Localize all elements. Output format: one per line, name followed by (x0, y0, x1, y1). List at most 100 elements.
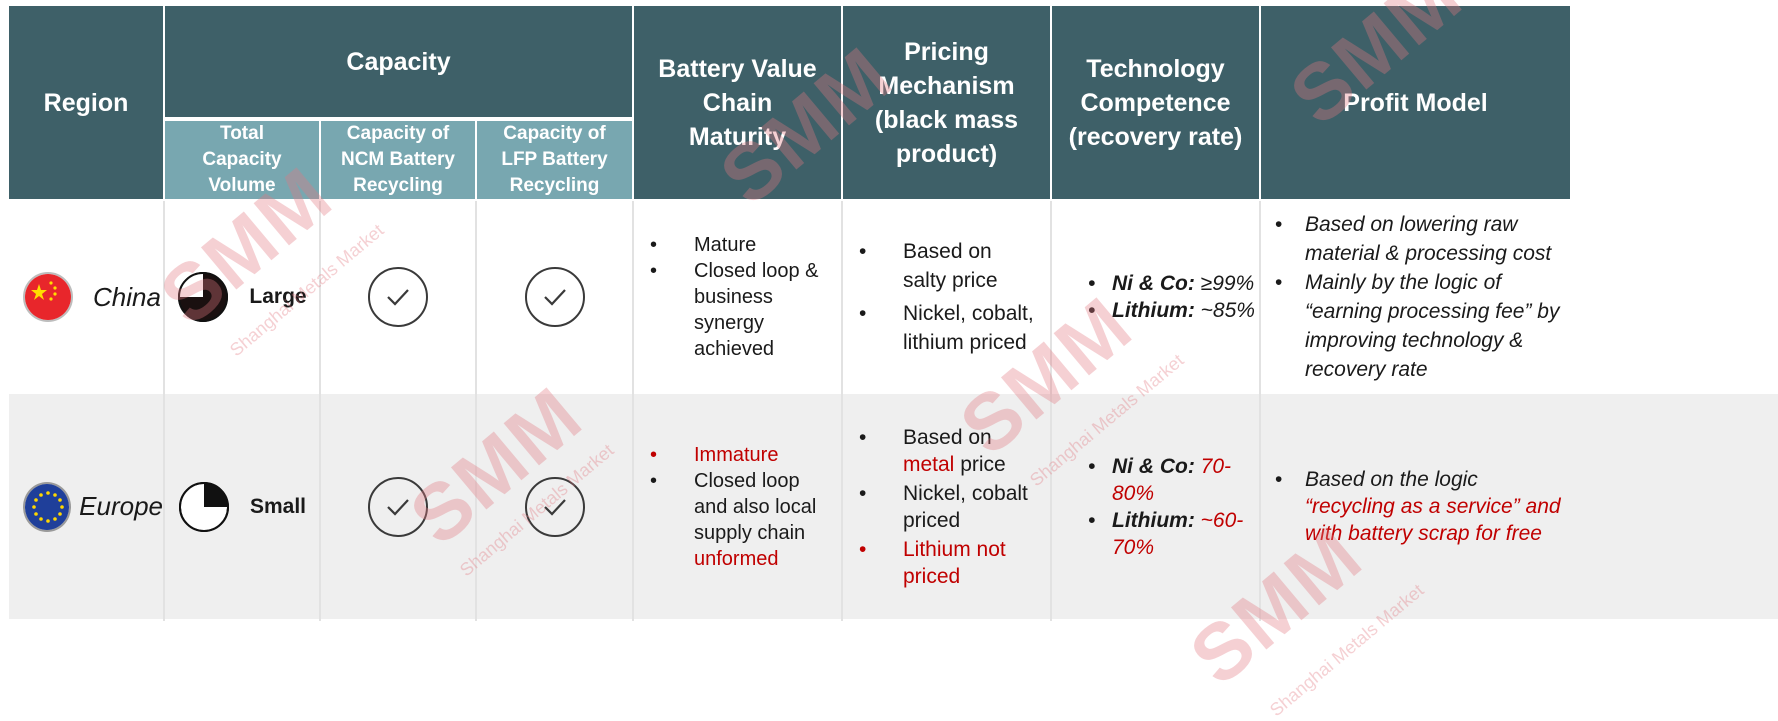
header-region: Region (9, 6, 163, 199)
list-item: • Based on metal price (859, 424, 1042, 478)
subheader-total-capacity-text: Total Capacity Volume (202, 123, 282, 196)
header-value-chain-text: Battery Value Chain Maturity (658, 54, 817, 151)
row-europe (9, 394, 1778, 619)
pricing-text: Lithium not priced (903, 537, 1006, 588)
list-item: • Ni & Co: 70-80% (1088, 453, 1259, 507)
value-chain-text: Closed loop and also local supply chain (694, 469, 817, 544)
list-item: • Closed loop & business synergy achieved (650, 258, 833, 362)
pricing-text: Based on salty price (903, 240, 998, 292)
bullet-icon: • (1088, 299, 1096, 322)
capacity-label-europe: Small (249, 494, 307, 518)
header-profit-text: Profit Model (1343, 88, 1488, 117)
list-item: • Nickel, cobalt priced (859, 480, 1042, 534)
tech-value: ~60-70% (1112, 508, 1244, 559)
bullet-icon: • (859, 481, 867, 505)
bullet-icon: • (1088, 272, 1096, 295)
profit-text: Mainly by the logic of “earning processi… (1305, 271, 1560, 381)
value-chain-text-red: unformed (694, 547, 779, 570)
check-circle-icon (368, 267, 428, 327)
value-chain-europe: • Immature • Closed loop and also local su… (634, 394, 841, 619)
list-item: • Based on salty price (859, 237, 1040, 295)
tech-value: ~85% (1194, 299, 1255, 322)
list-item: • Lithium not priced (859, 536, 1042, 590)
tech-china: • Ni & Co: ≥99% • Lithium: ~85% (1052, 201, 1259, 393)
list-item: • Mature (650, 232, 833, 258)
tech-value: ≥99% (1194, 272, 1255, 295)
ncm-check-china (321, 201, 475, 393)
header-pricing-text: Pricing Mechanism (black mass product) (874, 37, 1019, 168)
bullet-icon: • (859, 302, 867, 325)
subheader-total-capacity: Total Capacity Volume (165, 121, 319, 199)
region-name-china: China (93, 281, 161, 312)
bullet-icon: • (1088, 454, 1096, 478)
profit-china: • Based on lowering raw material & proces… (1261, 201, 1570, 393)
bullet-icon: • (859, 240, 867, 263)
value-chain-text: Closed loop & business synergy achieved (694, 260, 819, 360)
value-chain-china: • Mature • Closed loop & business synergy … (634, 201, 841, 393)
header-technology-text: Technology Competence (recovery rate) (1068, 54, 1243, 151)
header-profit: Profit Model (1261, 6, 1570, 199)
subheader-ncm-text: Capacity of NCM Battery Recycling (340, 123, 456, 196)
list-item: • Based on lowering raw material & proces… (1275, 210, 1560, 268)
list-item: • Closed loop and also local supply chain… (650, 468, 833, 572)
header-capacity-text: Capacity (346, 47, 451, 76)
profit-text-red: “recycling as a service” and with batter… (1305, 495, 1561, 545)
bullet-icon: • (650, 260, 658, 282)
lfp-check-china (477, 201, 632, 393)
comparison-table: Region Capacity Total Capacity Volume Ca… (9, 6, 1778, 698)
region-name-europe: Europe (79, 491, 163, 521)
pricing-text: Based on (903, 425, 992, 449)
profit-text: Based on lowering raw material & process… (1305, 213, 1552, 265)
pricing-text-red: metal (903, 452, 955, 476)
capacity-pie-small-icon (178, 481, 229, 532)
region-cell-europe: Europe (9, 394, 163, 619)
header-region-text: Region (43, 88, 129, 117)
lfp-check-europe (477, 394, 632, 619)
list-item: • Nickel, cobalt, lithium priced (859, 299, 1040, 357)
bullet-icon: • (1275, 213, 1283, 236)
bullet-icon: • (650, 443, 658, 466)
bullet-icon: • (859, 425, 867, 449)
tech-label: Lithium: (1112, 508, 1195, 532)
pricing-china: • Based on salty price • Nickel, cobalt, l… (843, 201, 1050, 393)
total-capacity-europe: Small (165, 394, 319, 619)
list-item: • Based on the logic “recycling as a serv… (1275, 466, 1562, 547)
bullet-icon: • (1088, 508, 1096, 532)
tech-value: 70-80% (1112, 454, 1232, 505)
capacity-label-china: Large (249, 285, 307, 308)
pricing-text: price (954, 452, 1006, 476)
tech-europe: • Ni & Co: 70-80% • Lithium: ~60-70% (1052, 394, 1259, 619)
list-item: • Immature (650, 442, 833, 468)
list-item: • Ni & Co: ≥99% (1088, 270, 1255, 297)
bullet-icon: • (859, 537, 867, 561)
tech-label: Ni & Co: (1112, 272, 1195, 295)
pricing-europe: • Based on metal price • Nickel, cobalt pr… (843, 394, 1050, 619)
pricing-text: Nickel, cobalt, lithium priced (903, 302, 1034, 354)
check-circle-icon (524, 267, 585, 327)
bullet-icon: • (650, 234, 658, 256)
profit-europe: • Based on the logic “recycling as a serv… (1261, 394, 1570, 619)
eu-flag-icon (23, 481, 72, 532)
header-capacity: Capacity (165, 6, 632, 117)
subheader-lfp: Capacity of LFP Battery Recycling (477, 121, 632, 199)
list-item: • Lithium: ~60-70% (1088, 507, 1259, 561)
china-flag-icon (23, 272, 73, 322)
row-china (9, 201, 1778, 393)
value-chain-text: Mature (694, 234, 757, 256)
header-technology: Technology Competence (recovery rate) (1052, 6, 1259, 199)
header-pricing: Pricing Mechanism (black mass product) (843, 6, 1050, 199)
list-item: • Mainly by the logic of “earning process… (1275, 268, 1560, 384)
subheader-lfp-text: Capacity of LFP Battery Recycling (501, 123, 608, 196)
bullet-icon: • (1275, 271, 1283, 294)
pricing-text: Nickel, cobalt priced (903, 481, 1028, 532)
profit-text: Based on the logic (1305, 468, 1478, 491)
header-value-chain: Battery Value Chain Maturity (634, 6, 841, 199)
capacity-pie-large-icon (178, 272, 229, 322)
total-capacity-china: Large (165, 201, 319, 393)
check-circle-icon (368, 476, 428, 537)
ncm-check-europe (321, 394, 475, 619)
subheader-ncm: Capacity of NCM Battery Recycling (321, 121, 475, 199)
list-item: • Lithium: ~85% (1088, 297, 1255, 324)
tech-label: Lithium: (1112, 299, 1195, 322)
bullet-icon: • (1275, 468, 1283, 491)
